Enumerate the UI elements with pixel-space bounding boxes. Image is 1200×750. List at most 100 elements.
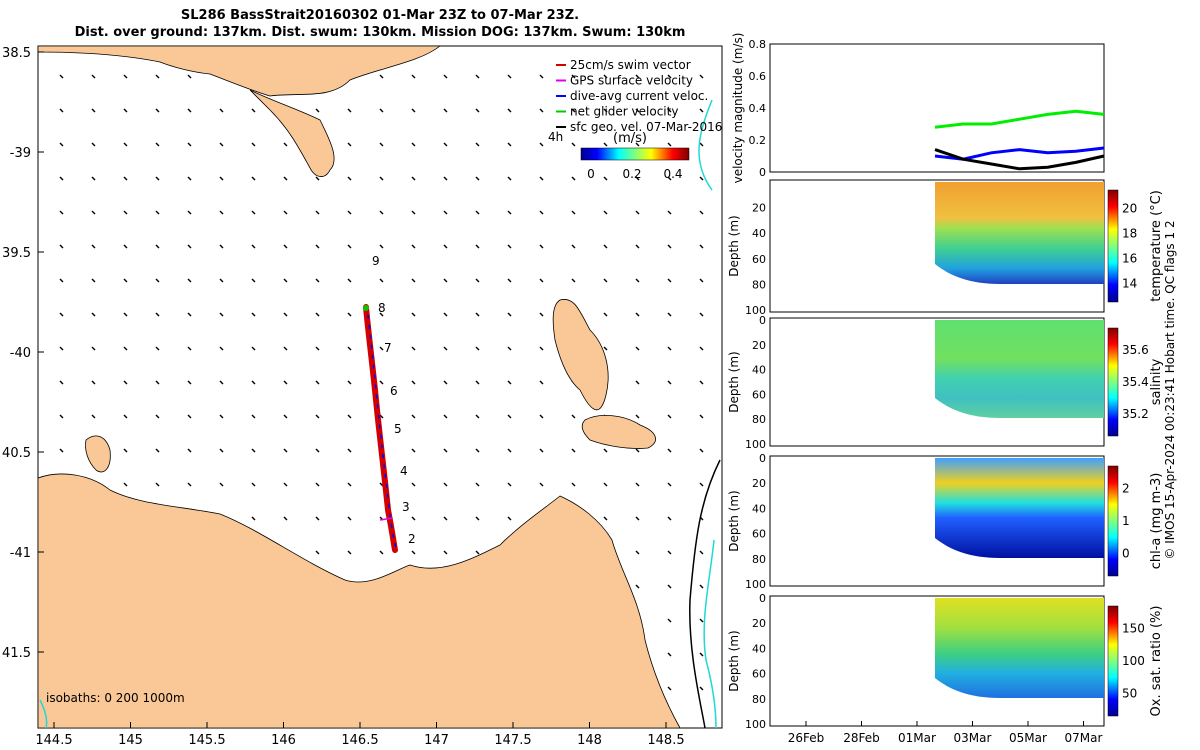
velocity-vector bbox=[539, 346, 544, 351]
depth-ytick: 40 bbox=[752, 227, 766, 240]
velocity-vector bbox=[59, 278, 64, 283]
velocity-vector bbox=[251, 210, 256, 215]
velocity-vector bbox=[507, 448, 512, 453]
velocity-vector bbox=[315, 550, 320, 555]
velocity-vector bbox=[667, 346, 672, 351]
velocity-vector bbox=[315, 210, 320, 215]
profile-heatmap bbox=[935, 458, 1104, 558]
colorbar-tick-label: 16 bbox=[1122, 252, 1137, 266]
velocity-vector bbox=[667, 176, 672, 181]
victoria-coast bbox=[37, 45, 442, 97]
colorbar-tick-label: 1 bbox=[1122, 514, 1130, 528]
velocity-vector bbox=[475, 108, 480, 113]
velocity-vector bbox=[571, 210, 576, 215]
velocity-vector bbox=[443, 448, 448, 453]
velocity-vector bbox=[219, 278, 224, 283]
velocity-vector bbox=[635, 278, 640, 283]
velocity-vector bbox=[603, 108, 608, 113]
velocity-vector bbox=[571, 482, 576, 487]
velocity-ytick: 0.4 bbox=[749, 102, 767, 115]
depth-ytick: 0 bbox=[759, 452, 766, 465]
velocity-vector bbox=[91, 108, 96, 113]
time-tick-label: 01Mar bbox=[898, 731, 936, 745]
velocity-vector bbox=[123, 108, 128, 113]
velocity-vector bbox=[411, 380, 416, 385]
velocity-vector bbox=[283, 142, 288, 147]
velocity-vector bbox=[251, 244, 256, 249]
profile-heatmap bbox=[935, 598, 1104, 698]
velocity-vector bbox=[315, 244, 320, 249]
velocity-vector bbox=[155, 414, 160, 419]
velocity-vector bbox=[635, 414, 640, 419]
day-label: 5 bbox=[394, 422, 402, 436]
velocity-vector bbox=[699, 346, 704, 351]
velocity-vector bbox=[475, 312, 480, 317]
velocity-vector bbox=[155, 244, 160, 249]
velocity-vector bbox=[347, 516, 352, 521]
velocity-vector bbox=[379, 176, 384, 181]
velocity-vector bbox=[699, 142, 704, 147]
velocity-vector bbox=[411, 312, 416, 317]
velocity-vector bbox=[155, 380, 160, 385]
velocity-vector bbox=[411, 278, 416, 283]
velocity-vector bbox=[507, 244, 512, 249]
velocity-vector bbox=[443, 244, 448, 249]
colorbar-label: temperature (°C) bbox=[1149, 190, 1164, 302]
velocity-vector bbox=[475, 414, 480, 419]
lon-tick-label: 145 bbox=[118, 733, 143, 748]
velocity-vector bbox=[475, 244, 480, 249]
velocity-vector bbox=[411, 414, 416, 419]
velocity-vector bbox=[283, 244, 288, 249]
velocity-vector bbox=[379, 550, 384, 555]
velocity-vector bbox=[251, 142, 256, 147]
depth-ytick: 80 bbox=[752, 693, 766, 706]
velocity-vector bbox=[123, 176, 128, 181]
isobath-label: isobaths: 0 200 1000m bbox=[46, 691, 185, 705]
depth-ylabel: Depth (m) bbox=[727, 490, 741, 551]
depth-ytick: 40 bbox=[752, 642, 766, 655]
velocity-vector bbox=[219, 244, 224, 249]
velocity-vector bbox=[315, 448, 320, 453]
velocity-series-line bbox=[934, 148, 1105, 171]
velocity-vector bbox=[443, 482, 448, 487]
velocity-vector bbox=[91, 210, 96, 215]
lat-tick-label: -41 bbox=[10, 546, 31, 561]
dive-avg-current-track bbox=[367, 314, 397, 549]
velocity-vector bbox=[699, 244, 704, 249]
velocity-vector bbox=[155, 278, 160, 283]
velocity-vector bbox=[667, 652, 672, 657]
velocity-vector bbox=[283, 448, 288, 453]
velocity-vector bbox=[507, 108, 512, 113]
velocity-vector bbox=[475, 380, 480, 385]
velocity-vector bbox=[603, 142, 608, 147]
velocity-vector bbox=[699, 74, 704, 79]
velocity-vector bbox=[187, 244, 192, 249]
velocity-vector bbox=[123, 448, 128, 453]
velocity-vector bbox=[603, 74, 608, 79]
depth-ytick: 60 bbox=[752, 253, 766, 266]
velocity-vector bbox=[219, 312, 224, 317]
day-label: 2 bbox=[408, 532, 416, 546]
velocity-vector bbox=[251, 278, 256, 283]
velocity-vector bbox=[603, 346, 608, 351]
velocity-vector bbox=[443, 210, 448, 215]
velocity-vector bbox=[219, 380, 224, 385]
velocity-vector bbox=[667, 74, 672, 79]
velocity-vector bbox=[347, 550, 352, 555]
profile-colorbar bbox=[1107, 465, 1119, 577]
velocity-vector bbox=[539, 108, 544, 113]
velocity-vector bbox=[219, 414, 224, 419]
velocity-vector bbox=[155, 142, 160, 147]
map-legend: 25cm/s swim vector GPS surface velocitydi… bbox=[556, 58, 722, 134]
depth-ytick: 80 bbox=[752, 278, 766, 291]
velocity-vector bbox=[123, 244, 128, 249]
velocity-vector bbox=[635, 482, 640, 487]
velocity-vector bbox=[59, 108, 64, 113]
velocity-vector bbox=[91, 278, 96, 283]
track-start-marker bbox=[363, 305, 369, 311]
legend-entry: net glider velocity bbox=[570, 105, 678, 119]
lon-tick-label: 146 bbox=[271, 733, 296, 748]
velocity-vector bbox=[347, 346, 352, 351]
velocity-vector bbox=[219, 176, 224, 181]
velocity-vector bbox=[443, 108, 448, 113]
